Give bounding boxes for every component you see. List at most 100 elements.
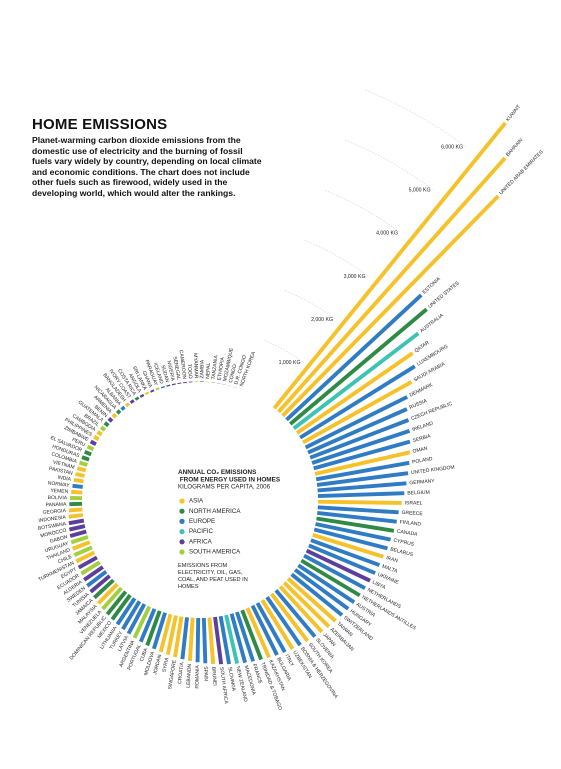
bar bbox=[201, 617, 208, 664]
category-label: QATAR bbox=[414, 340, 431, 355]
bar bbox=[235, 611, 256, 662]
category-label: UNITED KINGDOM bbox=[411, 465, 455, 477]
legend-label: NORTH AMERICA bbox=[189, 508, 241, 515]
bar bbox=[68, 513, 84, 519]
category-label: SERBIA bbox=[412, 433, 432, 444]
bar bbox=[289, 307, 428, 426]
bar bbox=[73, 545, 93, 557]
y-tick-label: 5,000 KG bbox=[409, 188, 431, 194]
bar bbox=[77, 555, 98, 570]
category-label: INDONESIA bbox=[38, 514, 67, 524]
bar bbox=[121, 600, 142, 631]
category-label: MYANMAR bbox=[192, 353, 199, 379]
category-label: SENEGAL bbox=[171, 356, 181, 381]
bar bbox=[286, 577, 337, 623]
description: Planet-warming carbon dioxide emissions … bbox=[32, 135, 262, 198]
bar bbox=[316, 471, 409, 487]
bar bbox=[158, 613, 173, 653]
bar bbox=[76, 466, 87, 473]
bar bbox=[255, 602, 287, 654]
category-label: SYRIA bbox=[161, 656, 170, 673]
bar bbox=[300, 558, 361, 598]
bar bbox=[129, 399, 135, 404]
bar bbox=[229, 613, 248, 664]
bar bbox=[105, 590, 128, 616]
category-label: IRAN bbox=[385, 555, 399, 564]
bar bbox=[110, 593, 132, 621]
category-label: PAKISTAN bbox=[48, 466, 73, 477]
category-label: OMAN bbox=[412, 446, 428, 455]
bar bbox=[308, 543, 376, 575]
bar bbox=[250, 604, 279, 656]
category-label: CAMEROON bbox=[178, 350, 188, 380]
category-label: UNITED ARAB EMIRATES bbox=[498, 149, 545, 196]
category-label: TANZANIA bbox=[211, 354, 220, 380]
bar bbox=[173, 616, 184, 658]
bar bbox=[89, 574, 111, 594]
category-label: GEORGIA bbox=[42, 508, 66, 516]
category-label: LIBYA bbox=[371, 580, 387, 592]
bar bbox=[317, 505, 399, 515]
category-label: MALTA bbox=[381, 564, 399, 575]
legend-swatch bbox=[179, 518, 185, 525]
bar bbox=[93, 434, 100, 442]
bar bbox=[293, 568, 350, 611]
bar bbox=[260, 599, 295, 650]
category-label: CANADA bbox=[396, 529, 418, 538]
grid-line bbox=[304, 240, 369, 277]
category-label: BOLIVIA bbox=[48, 495, 68, 501]
bar bbox=[165, 615, 178, 656]
title: HOME EMISSIONS bbox=[32, 116, 168, 133]
bar bbox=[315, 522, 392, 542]
category-label: IRELAND bbox=[411, 420, 434, 433]
category-label: ZAMBIA bbox=[199, 359, 205, 378]
bar bbox=[305, 548, 371, 583]
bar bbox=[115, 409, 122, 415]
bar bbox=[150, 389, 155, 393]
bar bbox=[83, 449, 92, 457]
bar bbox=[72, 483, 83, 489]
grid-line bbox=[345, 140, 434, 191]
category-label: SINGAPORE bbox=[167, 659, 178, 690]
legend-swatch bbox=[179, 529, 185, 535]
legend-swatch bbox=[179, 549, 185, 555]
grid-line bbox=[365, 89, 467, 148]
bar bbox=[277, 156, 507, 414]
category-label: RUSSIA bbox=[409, 398, 429, 411]
category-label: SOUTH AFRICA bbox=[218, 667, 229, 705]
bar bbox=[285, 293, 423, 422]
category-label: CHILE bbox=[57, 554, 74, 566]
bar bbox=[299, 364, 416, 440]
bar bbox=[155, 387, 160, 391]
category-label: ETHIOPIA bbox=[217, 356, 227, 381]
bar bbox=[124, 402, 131, 408]
bar bbox=[120, 405, 126, 411]
category-label: BOTSWANA bbox=[37, 521, 67, 532]
bar bbox=[187, 617, 195, 662]
bar bbox=[68, 507, 83, 513]
bar bbox=[83, 565, 104, 582]
category-label: BELARUS bbox=[390, 547, 415, 559]
category-label: NORWAY bbox=[47, 480, 70, 488]
bar bbox=[68, 518, 85, 526]
bar bbox=[313, 527, 388, 551]
category-label: SPAIN bbox=[202, 666, 208, 681]
legend-label: ASIA bbox=[189, 498, 204, 505]
bar bbox=[245, 607, 271, 659]
category-label: SLOVAKIA bbox=[226, 667, 236, 693]
category-label: PANAMA bbox=[46, 502, 68, 509]
bar bbox=[93, 578, 115, 600]
category-label: KUWAIT bbox=[505, 104, 522, 123]
y-tick-label: 4,000 KG bbox=[376, 231, 398, 237]
bar bbox=[75, 550, 96, 564]
bar bbox=[304, 395, 409, 450]
grid-line bbox=[284, 290, 337, 320]
bar bbox=[71, 540, 91, 551]
bar bbox=[144, 391, 150, 396]
bar bbox=[71, 489, 83, 495]
bar bbox=[265, 596, 302, 647]
category-label: BRUNEI bbox=[210, 667, 217, 686]
bar bbox=[68, 524, 86, 532]
bar bbox=[270, 592, 310, 643]
